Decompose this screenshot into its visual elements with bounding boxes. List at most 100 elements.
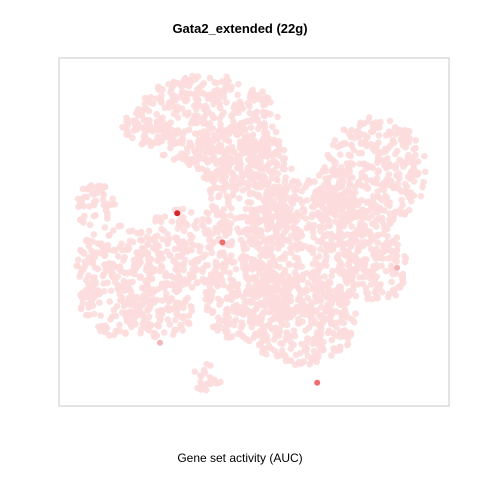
background-cell-point bbox=[344, 185, 352, 193]
background-cell-point bbox=[385, 171, 393, 178]
background-cell-point bbox=[101, 224, 109, 231]
background-cell-point bbox=[278, 187, 286, 194]
background-cell-point bbox=[236, 122, 243, 129]
background-cell-point bbox=[199, 275, 207, 283]
background-cell-point bbox=[318, 320, 326, 328]
background-cell-point bbox=[225, 131, 232, 138]
background-cell-point bbox=[98, 188, 105, 196]
background-cell-point bbox=[193, 279, 200, 287]
background-cell-point bbox=[97, 312, 104, 319]
background-cell-point bbox=[322, 241, 329, 248]
background-cell-point bbox=[234, 281, 242, 288]
background-cell-point bbox=[346, 168, 354, 175]
background-cell-point bbox=[162, 294, 170, 302]
background-cell-point bbox=[114, 252, 122, 260]
background-cell-point bbox=[274, 192, 281, 200]
background-cell-point bbox=[307, 318, 315, 325]
background-cell-point bbox=[159, 255, 166, 262]
background-cell-point bbox=[220, 206, 227, 213]
background-cell-point bbox=[241, 125, 248, 133]
background-cell-point bbox=[241, 169, 248, 177]
background-cell-point bbox=[228, 289, 236, 297]
background-cell-point bbox=[103, 211, 111, 219]
background-cell-point bbox=[412, 137, 420, 144]
background-cell-point bbox=[273, 281, 281, 289]
background-cell-point bbox=[192, 106, 200, 113]
background-cell-point bbox=[255, 171, 262, 178]
cell-cloud bbox=[73, 72, 429, 394]
background-cell-point bbox=[213, 279, 220, 286]
background-cell-point bbox=[86, 184, 93, 191]
background-cell-point bbox=[268, 219, 275, 226]
background-cell-point bbox=[368, 128, 375, 136]
background-cell-point bbox=[386, 246, 394, 254]
background-cell-point bbox=[204, 210, 212, 217]
background-cell-point bbox=[384, 233, 391, 240]
background-cell-point bbox=[240, 255, 247, 262]
background-cell-point bbox=[174, 267, 182, 275]
highlighted-cell-point bbox=[314, 379, 321, 386]
background-cell-point bbox=[328, 272, 335, 280]
background-cell-point bbox=[322, 210, 329, 217]
background-cell-point bbox=[336, 318, 344, 326]
background-cell-point bbox=[279, 164, 287, 171]
background-cell-point bbox=[106, 298, 113, 305]
background-cell-point bbox=[146, 274, 154, 282]
background-cell-point bbox=[193, 224, 200, 232]
background-cell-point bbox=[309, 249, 317, 257]
background-cell-point bbox=[222, 180, 230, 188]
background-cell-point bbox=[136, 274, 144, 282]
background-cell-point bbox=[300, 206, 308, 213]
background-cell-point bbox=[271, 336, 278, 343]
background-cell-point bbox=[365, 214, 372, 222]
background-cell-point bbox=[168, 218, 176, 225]
background-cell-point bbox=[422, 168, 429, 176]
highlighted-cell-point bbox=[394, 264, 401, 271]
background-cell-point bbox=[331, 319, 339, 327]
background-cell-point bbox=[155, 118, 162, 125]
background-cell-point bbox=[266, 285, 274, 292]
background-cell-point bbox=[203, 105, 211, 112]
background-cell-point bbox=[280, 156, 287, 163]
background-cell-point bbox=[194, 96, 202, 103]
background-cell-point bbox=[402, 139, 410, 146]
background-cell-point bbox=[232, 316, 240, 324]
background-cell-point bbox=[258, 313, 266, 321]
background-cell-point bbox=[310, 194, 317, 201]
background-cell-point bbox=[149, 128, 157, 135]
background-cell-point bbox=[257, 176, 265, 184]
background-cell-point bbox=[322, 281, 330, 288]
background-cell-point bbox=[275, 245, 282, 252]
background-cell-point bbox=[364, 291, 371, 298]
background-cell-point bbox=[79, 185, 87, 193]
background-cell-point bbox=[244, 198, 252, 206]
background-cell-point bbox=[234, 91, 241, 99]
background-cell-point bbox=[398, 272, 405, 280]
background-cell-point bbox=[175, 273, 183, 280]
background-cell-point bbox=[109, 195, 116, 202]
background-cell-point bbox=[82, 311, 90, 319]
background-cell-point bbox=[369, 178, 377, 186]
background-cell-point bbox=[174, 139, 181, 147]
background-cell-point bbox=[310, 233, 317, 241]
background-cell-point bbox=[337, 205, 345, 213]
background-cell-point bbox=[209, 323, 217, 331]
background-cell-point bbox=[329, 267, 336, 275]
background-cell-point bbox=[186, 231, 194, 239]
background-cell-point bbox=[228, 205, 235, 212]
background-cell-point bbox=[266, 262, 273, 270]
background-cell-point bbox=[115, 223, 122, 230]
background-cell-point bbox=[184, 294, 192, 302]
background-cell-point bbox=[259, 143, 267, 150]
background-cell-point bbox=[149, 289, 157, 297]
background-cell-point bbox=[203, 360, 210, 368]
background-cell-point bbox=[154, 307, 162, 315]
background-cell-point bbox=[170, 110, 178, 118]
background-cell-point bbox=[249, 237, 256, 244]
background-cell-point bbox=[243, 274, 250, 282]
background-cell-point bbox=[219, 130, 227, 137]
background-cell-point bbox=[246, 109, 254, 117]
background-cell-point bbox=[234, 153, 241, 160]
background-cell-point bbox=[295, 296, 302, 303]
background-cell-point bbox=[90, 231, 98, 238]
